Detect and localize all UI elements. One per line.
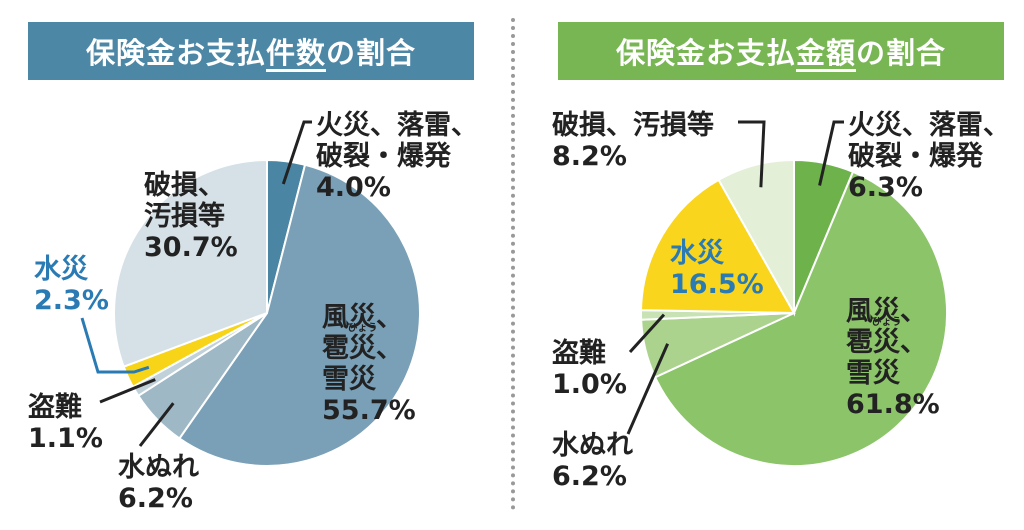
chart-title-prefix: 保険金お支払 <box>85 36 266 70</box>
chart-title-highlight: 金額 <box>795 36 856 70</box>
pie-slice-damage <box>717 158 795 317</box>
slice-label-wind: 風災、 ひょう 雹災、 雪災 55.7% <box>322 302 416 426</box>
slice-label-fire: 火災、落雷、 破裂・爆発 4.0% <box>316 110 478 203</box>
pie-slice-wind <box>178 163 421 467</box>
claims-count-chart-panel: 保険金お支払 件数 の割合 火災、落雷、 破裂・爆発 4.0% 破損、 汚損等 30… <box>0 0 500 530</box>
slice-label-wind: 風災、 ひょう 雹災、 雪災 61.8% <box>846 296 940 420</box>
leader-line-water-leak <box>626 343 670 435</box>
claims-count-pie <box>80 120 421 467</box>
leader-line-fire <box>281 120 312 185</box>
chart-title-prefix: 保険金お支払 <box>615 36 796 70</box>
claims-amount-chart-panel: 保険金お支払 金額 の割合 火災、落雷、 破裂・爆発 6.3% 破損、汚損等 8.2… <box>524 0 1024 530</box>
pie-slice-wind <box>653 170 948 467</box>
slice-label-water-leak: 水ぬれ 6.2% <box>552 430 633 492</box>
slice-label-damage: 破損、 汚損等 30.7% <box>144 170 238 263</box>
panel-divider <box>511 18 515 510</box>
slice-label-flood: 水災 16.5% <box>670 238 764 300</box>
leader-line-theft <box>628 313 666 354</box>
leader-line-fire <box>818 120 844 186</box>
slice-label-damage: 破損、汚損等 8.2% <box>552 110 714 172</box>
chart-title-highlight: 件数 <box>265 36 326 70</box>
leader-line-water-leak <box>138 402 175 447</box>
slice-label-flood: 水災 2.3% <box>34 254 109 316</box>
chart-title: 保険金お支払 件数 の割合 <box>28 22 474 80</box>
slice-label-water-leak: 水ぬれ 6.2% <box>118 452 199 514</box>
pie-slice-flood <box>640 178 796 315</box>
chart-title-suffix: の割合 <box>326 36 417 70</box>
leader-line-theft <box>99 378 156 404</box>
chart-title: 保険金お支払 金額 の割合 <box>558 22 1004 80</box>
chart-title-suffix: の割合 <box>856 36 947 70</box>
leader-line-damage <box>738 120 766 188</box>
leader-line-flood <box>80 317 150 374</box>
slice-label-fire: 火災、落雷、 破裂・爆発 6.3% <box>848 110 1010 203</box>
slice-label-theft: 盗難 1.0% <box>552 338 627 400</box>
claims-amount-pie <box>626 120 948 467</box>
pie-slice-damage <box>113 158 268 368</box>
slice-label-theft: 盗難 1.1% <box>28 392 103 454</box>
